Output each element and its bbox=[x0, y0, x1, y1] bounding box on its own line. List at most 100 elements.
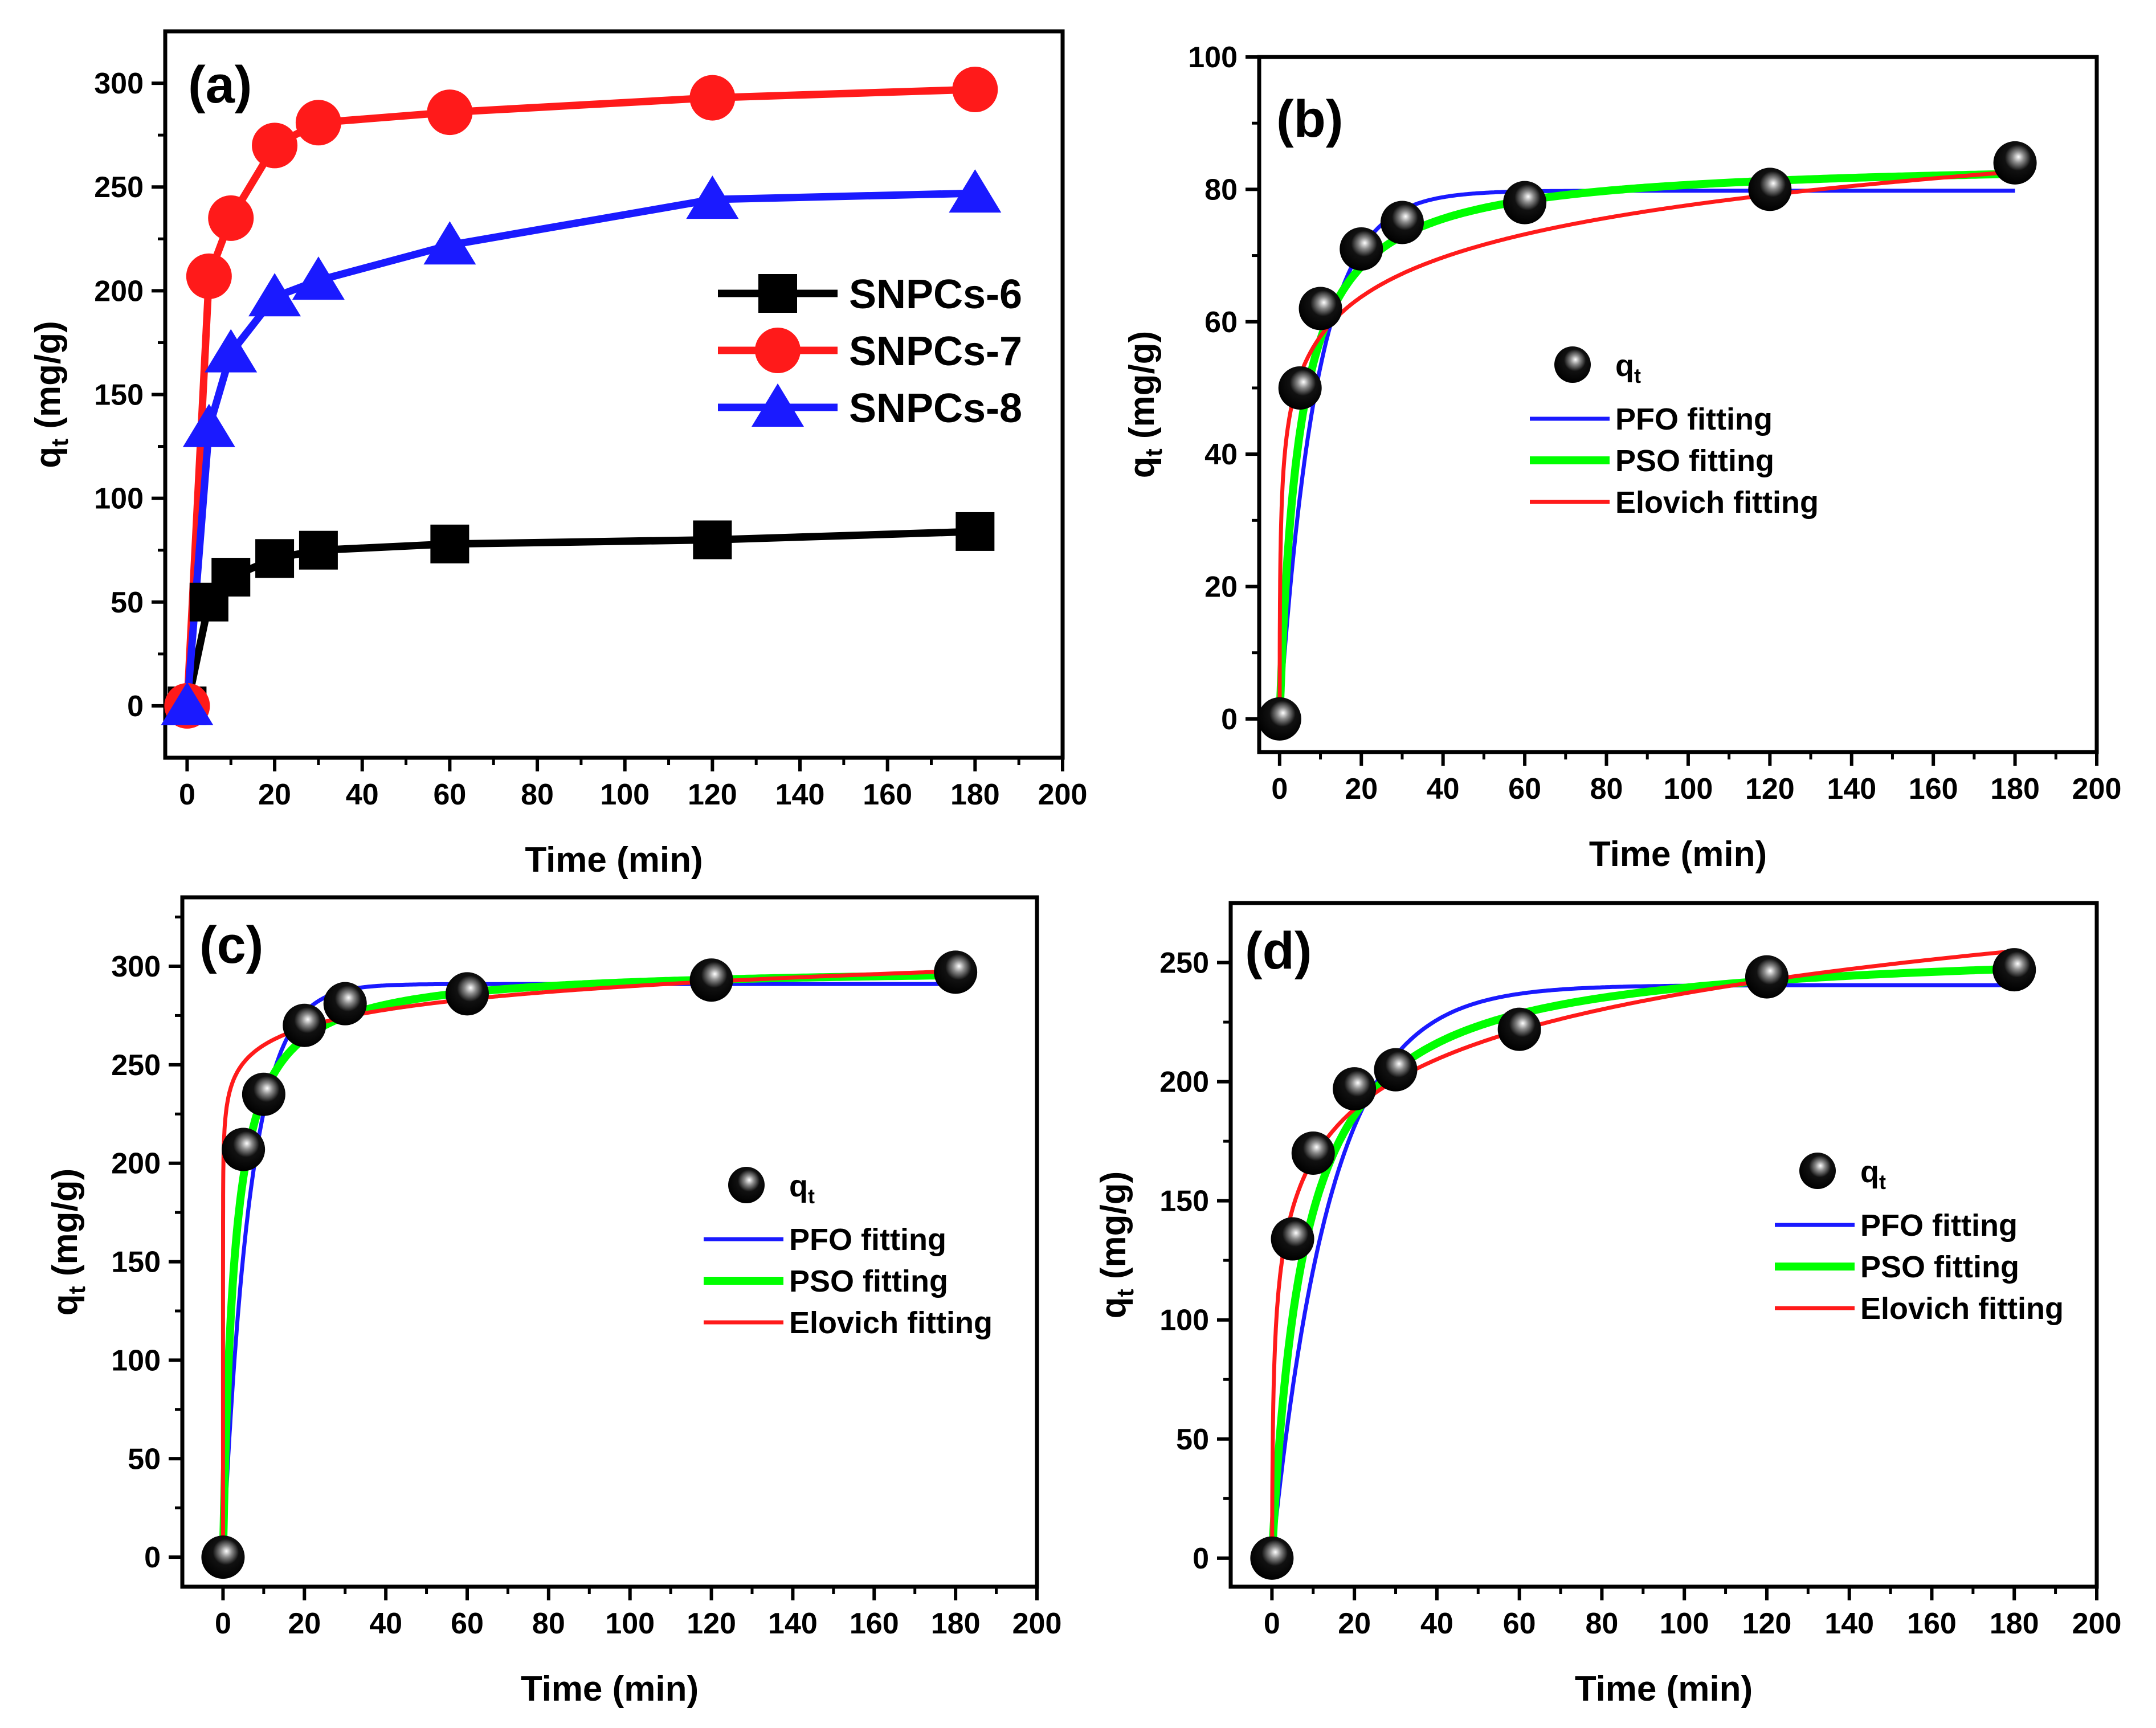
y-axis-label-sub: t bbox=[1140, 448, 1167, 456]
y-tick-label: 50 bbox=[111, 586, 144, 619]
legend-label-pfo: PFO fitting bbox=[1615, 402, 1773, 436]
x-tick-label: 60 bbox=[1503, 1607, 1536, 1640]
y-tick-label: 80 bbox=[1204, 173, 1238, 206]
y-axis-label-main: q bbox=[28, 447, 68, 468]
x-tick-label: 100 bbox=[600, 778, 650, 811]
legend-marker-qt bbox=[728, 1167, 765, 1203]
data-point-qt bbox=[446, 972, 489, 1016]
y-axis-label-sub: t bbox=[46, 439, 73, 447]
y-axis-label-unit: (mg/g) bbox=[46, 1169, 85, 1286]
x-tick-label: 160 bbox=[1907, 1607, 1957, 1640]
legend-label-elovich: Elovich fitting bbox=[1615, 485, 1819, 520]
panels-container: 0 20 40 60 80 100 120 140 160 180 2000501001502002… bbox=[28, 29, 2122, 1709]
y-tick-label: 100 bbox=[94, 483, 144, 516]
data-point-qt bbox=[1291, 1131, 1335, 1175]
y-tick-label: 300 bbox=[94, 67, 144, 100]
y-axis-label-unit: (mg/g) bbox=[28, 321, 68, 439]
data-point-snpcs-6 bbox=[430, 524, 469, 563]
data-point-qt bbox=[1503, 181, 1547, 224]
y-axis-label-sub: t bbox=[63, 1286, 90, 1294]
y-tick-label: 200 bbox=[94, 275, 144, 308]
x-tick-label: 60 bbox=[433, 778, 466, 811]
y-axis-label-unit: (mg/g) bbox=[1094, 1171, 1133, 1289]
data-point-qt bbox=[1745, 955, 1788, 999]
x-tick-label: 20 bbox=[1338, 1607, 1371, 1640]
chart-panel-b: 0 20 40 60 80 100 120 140 160 180 200 0 20 40 60 80 100 T… bbox=[1122, 41, 2121, 874]
data-point-qt bbox=[689, 958, 733, 1002]
data-point-snpcs-7 bbox=[689, 75, 736, 121]
data-point-snpcs-7 bbox=[208, 195, 254, 241]
data-point-snpcs-8 bbox=[161, 681, 214, 725]
x-tick-label: 20 bbox=[1345, 773, 1378, 806]
legend-marker-circle bbox=[755, 328, 801, 373]
y-tick-label: 300 bbox=[111, 950, 161, 983]
y-tick-label: 150 bbox=[1159, 1185, 1209, 1218]
y-tick-label: 250 bbox=[111, 1049, 161, 1082]
x-tick-label: 0 bbox=[215, 1607, 231, 1640]
y-tick-label: 0 bbox=[1193, 1542, 1209, 1575]
x-tick-label: 100 bbox=[605, 1607, 655, 1640]
panel-label: (d) bbox=[1245, 922, 1312, 980]
data-point-snpcs-7 bbox=[295, 100, 341, 146]
legend-marker-triangle bbox=[752, 383, 804, 427]
x-tick-label: 60 bbox=[451, 1607, 484, 1640]
x-tick-label: 80 bbox=[532, 1607, 565, 1640]
x-tick-label: 120 bbox=[688, 778, 737, 811]
x-tick-label: 200 bbox=[2072, 1607, 2122, 1640]
x-tick-label: 120 bbox=[1742, 1607, 1792, 1640]
legend-label-pso: PSO fitting bbox=[1615, 444, 1774, 478]
y-axis-label: qt (mg/g) bbox=[28, 321, 73, 468]
data-point-snpcs-8 bbox=[292, 256, 345, 300]
legend-qt-sub: t bbox=[808, 1184, 815, 1208]
x-tick-label: 160 bbox=[863, 778, 912, 811]
y-axis-label-main: q bbox=[1122, 456, 1162, 478]
y-tick-label: 150 bbox=[94, 379, 144, 412]
legend-qt-sub: t bbox=[1634, 364, 1641, 387]
x-tick-label: 60 bbox=[1508, 773, 1541, 806]
x-tick-label: 80 bbox=[1586, 1607, 1619, 1640]
data-point-snpcs-8 bbox=[686, 175, 739, 219]
data-point-snpcs-8 bbox=[949, 169, 1002, 213]
data-point-snpcs-6 bbox=[693, 520, 732, 559]
series-line-snpcs-8 bbox=[183, 189, 975, 706]
data-point-qt bbox=[1340, 227, 1383, 271]
x-tick-label: 140 bbox=[1827, 773, 1876, 806]
legend-marker-qt bbox=[1799, 1153, 1836, 1189]
legend-label-pso: PSO fitting bbox=[1860, 1250, 2019, 1284]
x-tick-label: 0 bbox=[1264, 1607, 1280, 1640]
data-point-qt bbox=[1250, 1536, 1294, 1580]
legend-label-pfo: PFO fitting bbox=[789, 1223, 946, 1257]
data-point-qt bbox=[934, 950, 978, 994]
data-point-qt bbox=[323, 982, 367, 1026]
y-tick-label: 50 bbox=[128, 1443, 161, 1476]
x-axis-label: Time (min) bbox=[1589, 835, 1767, 874]
x-tick-label: 80 bbox=[521, 778, 554, 811]
x-tick-label: 140 bbox=[1824, 1607, 1874, 1640]
data-point-qt bbox=[283, 1003, 326, 1047]
y-tick-label: 0 bbox=[144, 1541, 161, 1574]
y-tick-label: 100 bbox=[1159, 1304, 1209, 1337]
data-point-snpcs-6 bbox=[956, 512, 995, 551]
chart-panel-d: 0 20 40 60 80 100 120 140 160 180 200 0 50 100 150 200 2… bbox=[1094, 901, 2122, 1709]
plot-frame bbox=[1257, 55, 2099, 754]
x-tick-label: 200 bbox=[1012, 1607, 1062, 1640]
fit-curve-elovich bbox=[1270, 949, 2015, 1560]
y-tick-label: 250 bbox=[94, 171, 144, 204]
data-point-qt bbox=[1257, 697, 1301, 741]
panel-label: (a) bbox=[188, 56, 252, 114]
x-tick-label: 20 bbox=[288, 1607, 321, 1640]
y-axis-label: qt (mg/g) bbox=[1094, 1171, 1138, 1319]
data-point-snpcs-6 bbox=[255, 539, 295, 578]
y-tick-label: 250 bbox=[1159, 947, 1209, 980]
chart-panel-c: 0 20 40 60 80 100 120 140 160 180 200 0 50 100 150 200 2… bbox=[46, 895, 1062, 1709]
data-point-qt bbox=[1374, 1048, 1418, 1092]
y-tick-label: 50 bbox=[1176, 1423, 1209, 1456]
data-point-snpcs-7 bbox=[186, 253, 232, 299]
fit-curve-pso bbox=[1275, 170, 2016, 723]
legend-label-snpcs-8: SNPCs-8 bbox=[849, 386, 1022, 431]
y-tick-label: 40 bbox=[1204, 438, 1238, 471]
data-point-qt bbox=[242, 1072, 285, 1116]
data-point-snpcs-7 bbox=[952, 67, 998, 112]
x-tick-label: 120 bbox=[687, 1607, 736, 1640]
